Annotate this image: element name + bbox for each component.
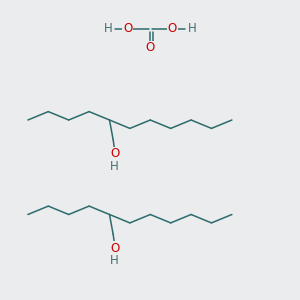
Text: H: H <box>188 22 196 35</box>
Text: O: O <box>110 147 119 161</box>
Text: H: H <box>110 160 119 173</box>
Text: O: O <box>146 41 154 55</box>
Text: O: O <box>123 22 132 35</box>
Text: O: O <box>168 22 177 35</box>
Text: H: H <box>103 22 112 35</box>
Text: H: H <box>110 254 119 268</box>
Text: O: O <box>110 242 119 255</box>
